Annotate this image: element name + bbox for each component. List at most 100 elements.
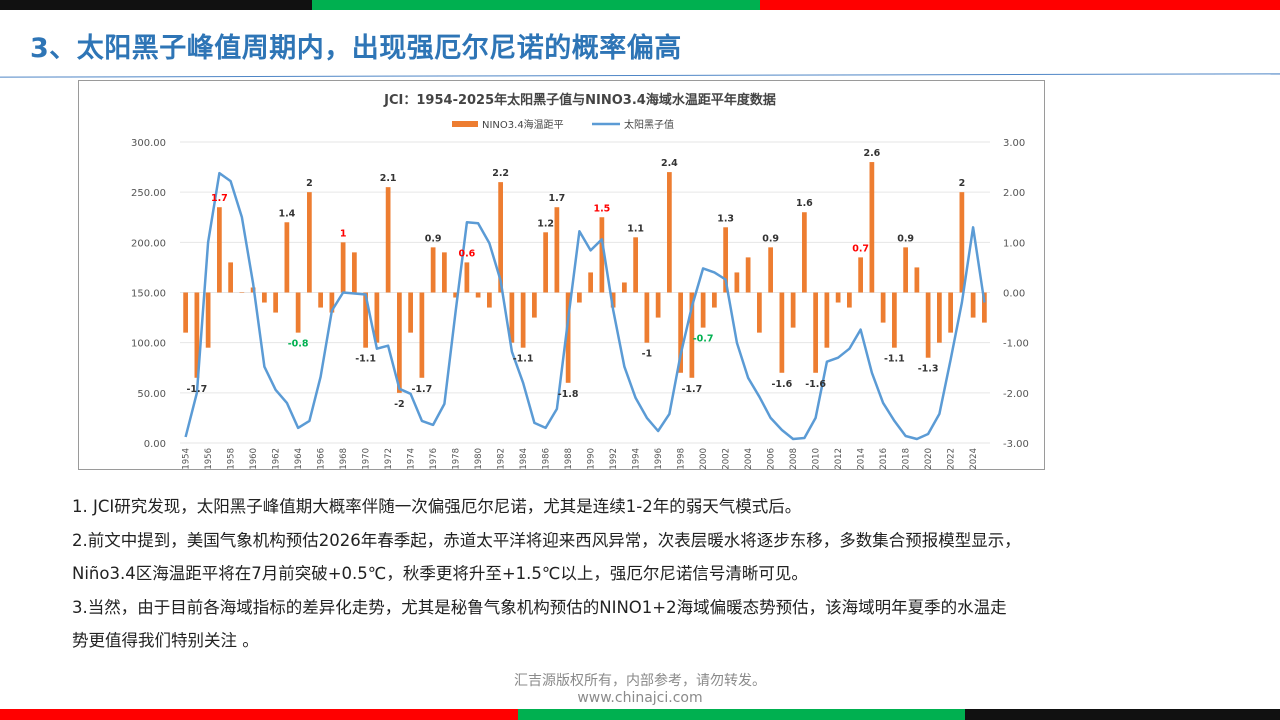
nino-bar xyxy=(509,292,515,343)
nino-bar xyxy=(318,292,323,308)
data-label: -1.7 xyxy=(186,384,207,395)
nino-bar xyxy=(700,292,706,328)
nino-bar xyxy=(554,207,560,293)
nino-bar xyxy=(959,192,965,293)
data-label: 2 xyxy=(306,178,313,189)
nino-bar xyxy=(273,292,278,313)
x-axis-tick: 1992 xyxy=(609,448,619,470)
data-label: 2 xyxy=(959,178,966,189)
left-axis-tick: 0.00 xyxy=(144,439,166,450)
x-axis-tick: 2022 xyxy=(947,448,957,470)
x-axis-tick: 2000 xyxy=(699,448,709,470)
nino-bar xyxy=(689,292,695,378)
right-axis-tick: 1.00 xyxy=(1003,238,1025,249)
data-label: 2.2 xyxy=(492,168,509,179)
data-label: -1.3 xyxy=(918,364,939,375)
nino-bar xyxy=(790,292,796,328)
nino-bar xyxy=(813,292,818,373)
left-axis-tick: 150.00 xyxy=(131,289,166,300)
nino-bar xyxy=(835,292,841,303)
nino-bar xyxy=(892,292,897,348)
paragraph-3b: 势更值得我们特别关注 。 xyxy=(72,631,259,650)
data-label: -1.8 xyxy=(558,389,579,400)
data-label: 0.9 xyxy=(897,233,914,244)
data-label: -0.7 xyxy=(693,334,714,345)
x-axis-tick: 1978 xyxy=(452,448,462,470)
nino-bar xyxy=(880,292,886,323)
nino-bar xyxy=(520,292,526,348)
left-axis-tick: 100.00 xyxy=(131,339,166,350)
nino-bar xyxy=(869,162,875,293)
x-axis-tick: 2002 xyxy=(722,448,732,470)
x-axis-tick: 1956 xyxy=(204,448,214,470)
right-axis-tick: -1.00 xyxy=(1003,339,1029,350)
x-axis-tick: 1984 xyxy=(519,448,529,470)
nino-bar xyxy=(633,237,638,293)
data-label: 0.7 xyxy=(852,243,869,254)
x-axis-tick: 1960 xyxy=(249,448,259,470)
x-axis-tick: 2004 xyxy=(744,448,754,470)
right-axis-tick: 2.00 xyxy=(1003,188,1025,199)
data-label: 1.7 xyxy=(211,193,228,204)
data-label: -2 xyxy=(394,399,405,410)
data-label: 0.6 xyxy=(458,248,475,259)
nino-bar xyxy=(295,292,301,333)
x-axis-tick: 1968 xyxy=(339,448,349,470)
right-axis-tick: -3.00 xyxy=(1003,439,1029,450)
nino-bar xyxy=(937,292,942,343)
nino-bar xyxy=(667,172,672,293)
data-label: 1.2 xyxy=(537,218,554,229)
x-axis-tick: 2024 xyxy=(969,448,979,470)
x-axis-tick: 1958 xyxy=(227,448,237,470)
footer-website[interactable]: www.chinajci.com xyxy=(577,690,703,706)
x-axis-tick: 2010 xyxy=(812,448,822,470)
nino-bar xyxy=(655,292,661,318)
data-label: 2.1 xyxy=(380,173,397,184)
nino-bar xyxy=(284,222,290,293)
x-axis-tick: 1966 xyxy=(317,448,327,470)
x-axis-tick: 1996 xyxy=(654,448,664,470)
x-axis-tick: 1972 xyxy=(384,448,394,470)
nino-bar xyxy=(307,192,312,293)
nino-bar xyxy=(982,292,987,323)
x-axis-tick: 2016 xyxy=(879,448,889,470)
left-axis-tick: 300.00 xyxy=(131,138,166,149)
nino-bar xyxy=(487,292,492,308)
nino-bar xyxy=(588,272,593,293)
x-axis-tick: 1964 xyxy=(294,448,304,470)
nino-bar xyxy=(779,292,785,373)
nino-bar xyxy=(442,252,447,293)
right-axis-tick: 3.00 xyxy=(1003,138,1025,149)
paragraph-2a: 2.前文中提到，美国气象机构预估2026年春季起，赤道太平洋将迎来西风异常，次表… xyxy=(72,530,1021,550)
x-axis-tick: 1986 xyxy=(542,448,552,470)
data-label: 1.7 xyxy=(548,193,565,204)
nino-bar xyxy=(599,217,605,293)
data-label: 1.1 xyxy=(627,223,644,234)
x-axis-tick: 1974 xyxy=(407,448,417,470)
data-label: 0.9 xyxy=(762,233,779,244)
nino-bar xyxy=(239,292,245,293)
nino-bar xyxy=(970,292,976,318)
nino-bar xyxy=(712,292,717,308)
bottom-stripe-black xyxy=(965,709,1280,720)
data-label: -1.7 xyxy=(681,384,702,395)
x-axis-tick: 1970 xyxy=(362,448,372,470)
bottom-stripe-red xyxy=(0,709,518,720)
body-text: 1. JCI研究发现，太阳黑子峰值期大概率伴随一次偏强厄尔尼诺，尤其是连续1-2… xyxy=(72,490,1192,658)
data-label: 1.3 xyxy=(717,213,734,224)
x-axis-tick: 2008 xyxy=(789,448,799,470)
x-axis-tick: 1988 xyxy=(564,448,574,470)
x-axis-tick: 1976 xyxy=(429,448,439,470)
legend-bar-label: NINO3.4海温距平 xyxy=(482,118,564,131)
data-label: -1.1 xyxy=(355,354,376,365)
nino-bar xyxy=(903,247,908,293)
nino-bar xyxy=(577,292,582,303)
data-label: -1.1 xyxy=(513,354,534,365)
nino-bar xyxy=(723,227,728,293)
chart-title: JCI：1954-2025年太阳黑子值与NINO3.4海域水温距平年度数据 xyxy=(383,92,776,108)
data-label: 1.4 xyxy=(278,208,295,219)
combo-chart: JCI：1954-2025年太阳黑子值与NINO3.4海域水温距平年度数据 NIN… xyxy=(131,92,1029,470)
x-axis-tick: 2006 xyxy=(767,448,777,470)
data-label: 1.6 xyxy=(796,198,813,209)
nino-bar xyxy=(419,292,425,378)
